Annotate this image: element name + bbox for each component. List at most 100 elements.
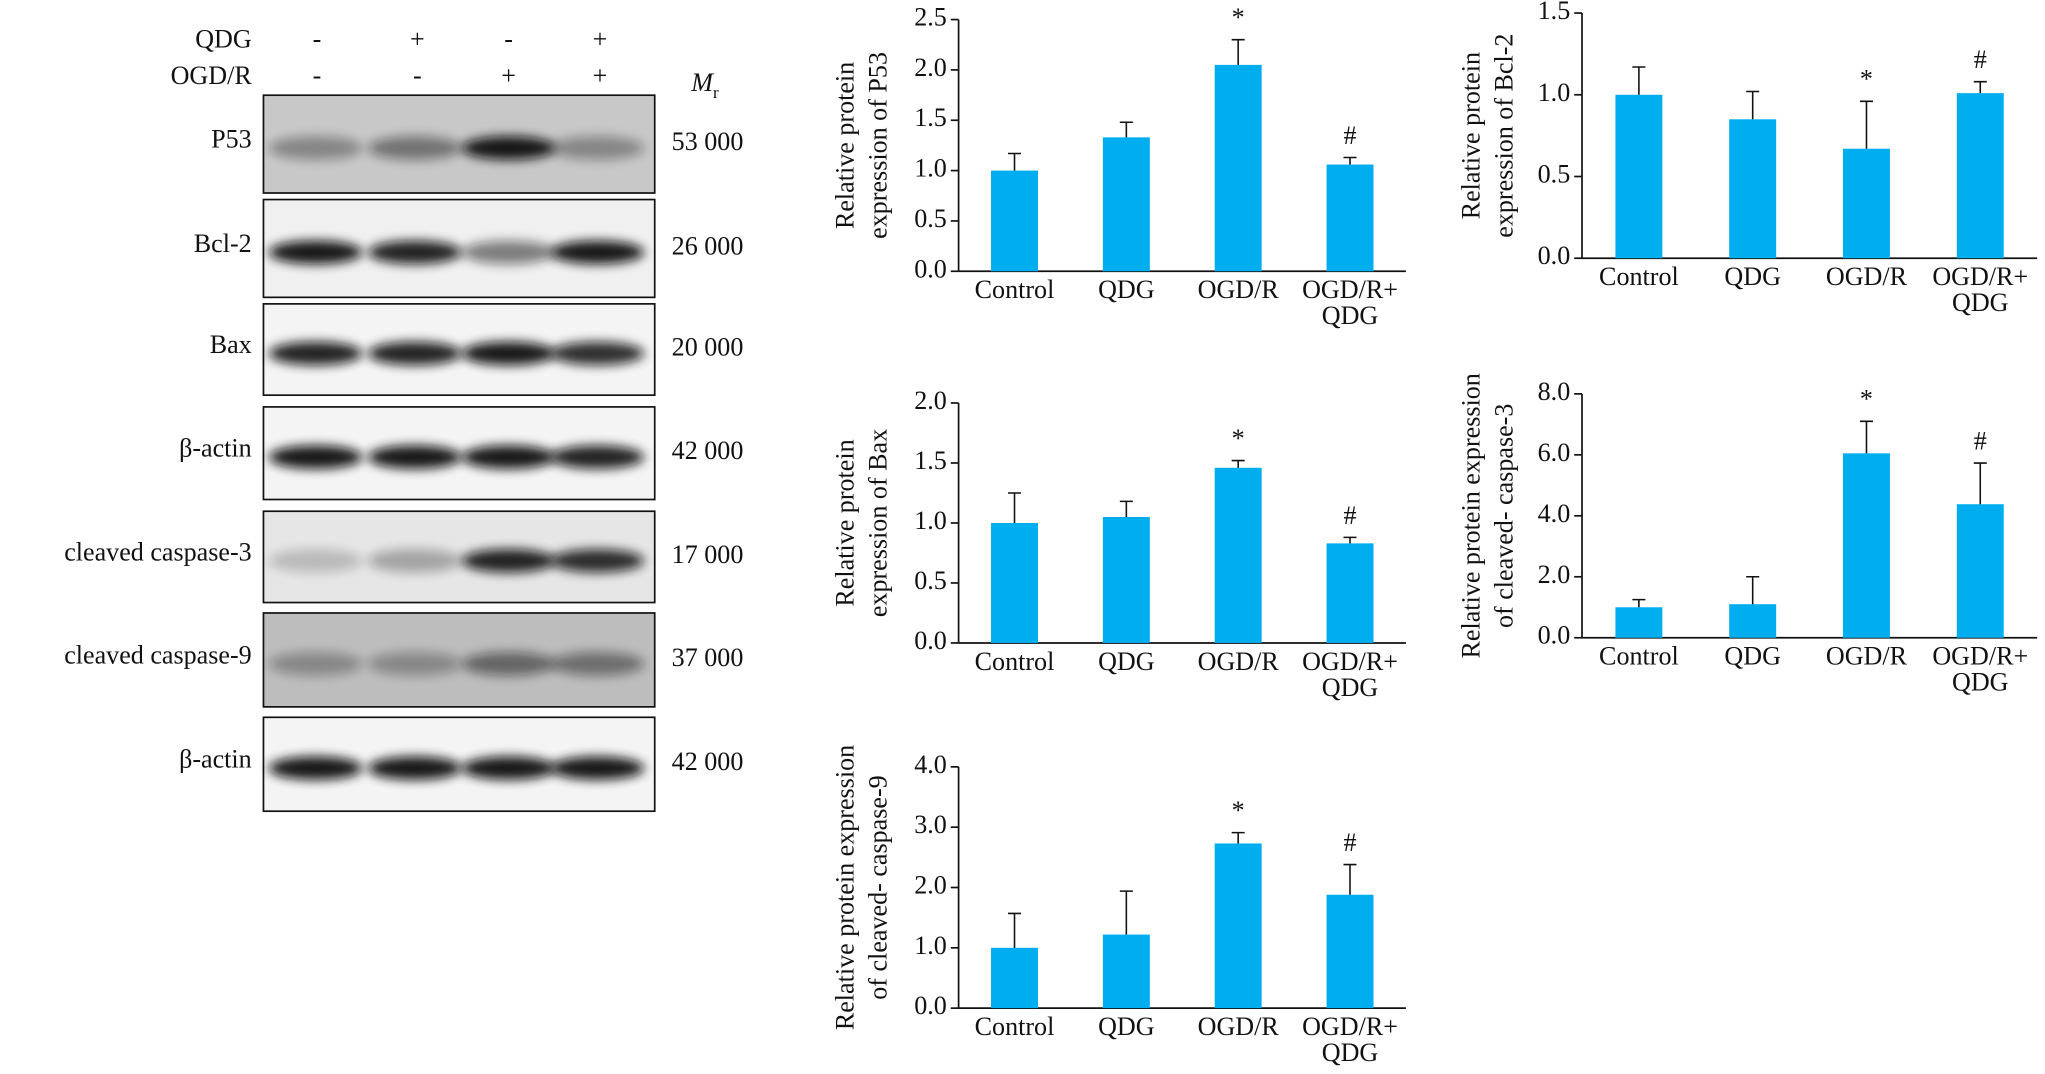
y-tick-label: 2.0 — [1538, 560, 1571, 589]
mr-value: 20 000 — [672, 333, 744, 362]
blot-band — [268, 240, 363, 265]
mr-value: 26 000 — [672, 231, 744, 260]
blot-band — [268, 756, 363, 780]
y-axis-label: of cleaved- caspase-9 — [863, 775, 892, 999]
x-tick-label: OGD/R+ QDG — [1932, 642, 2028, 697]
bar — [1214, 64, 1262, 272]
blot-band — [461, 756, 556, 780]
blot-band — [461, 445, 556, 469]
error-bar — [1231, 459, 1245, 468]
y-tick-label: 2.0 — [914, 870, 947, 899]
y-tick-label: 1.5 — [1538, 0, 1571, 25]
significance-marker: # — [1974, 426, 1987, 455]
x-tick-label: OGD/R+ QDG — [1302, 275, 1398, 330]
significance-marker: # — [1974, 45, 1987, 74]
error-bar — [1343, 156, 1357, 165]
blot-band — [367, 136, 462, 160]
bar — [1102, 516, 1150, 643]
x-tick-label: Control — [1599, 642, 1679, 671]
bar — [1214, 467, 1262, 643]
condition-sign: - — [413, 61, 422, 90]
y-tick-label: 1.5 — [914, 103, 947, 132]
protein-label: cleaved caspase-3 — [64, 537, 252, 566]
error-bar — [1973, 462, 1987, 505]
x-tick-label: OGD/R — [1826, 262, 1908, 291]
x-tick-label: OGD/R+ QDG — [1302, 1012, 1398, 1067]
x-tick-label: OGD/R — [1826, 642, 1908, 671]
y-tick-label: 0.5 — [914, 566, 947, 595]
error-bar — [1632, 66, 1646, 95]
y-tick-label: 1.0 — [1538, 78, 1571, 107]
x-tick-label: QDG — [1098, 647, 1155, 676]
protein-label: β-actin — [179, 434, 252, 463]
y-axis-label: expression of Bax — [863, 429, 892, 617]
bar — [991, 170, 1038, 272]
bar — [1956, 504, 2004, 638]
y-tick-label: 6.0 — [1538, 438, 1571, 467]
condition-sign: - — [504, 25, 513, 54]
significance-marker: * — [1860, 65, 1873, 94]
bar — [1326, 164, 1374, 272]
significance-marker: * — [1232, 3, 1245, 32]
mr-value: 42 000 — [672, 436, 744, 465]
condition-sign: + — [501, 61, 516, 90]
y-tick-label: 3.0 — [914, 810, 947, 839]
mr-label: Mr — [690, 68, 719, 102]
x-tick-label: OGD/R — [1198, 1012, 1280, 1041]
error-bar — [1746, 90, 1760, 120]
y-tick-label: 4.0 — [1538, 499, 1571, 528]
y-tick-label: 8.0 — [1538, 377, 1571, 406]
condition-sign: + — [410, 25, 425, 54]
error-bar — [1859, 420, 1874, 454]
bar — [1102, 137, 1150, 272]
error-bar — [1119, 890, 1133, 935]
blot-band — [550, 240, 645, 265]
error-bar — [1343, 863, 1357, 895]
x-tick-label: QDG — [1724, 642, 1781, 671]
x-tick-label: Control — [975, 275, 1055, 304]
y-tick-label: 2.5 — [914, 3, 947, 32]
y-axis-label: expression of P53 — [863, 52, 892, 239]
bar — [1615, 94, 1663, 259]
y-axis-label: Relative protein — [1457, 52, 1486, 219]
y-tick-label: 0.0 — [914, 626, 947, 655]
y-axis-label: expression of Bcl-2 — [1489, 34, 1518, 238]
significance-marker: # — [1343, 828, 1356, 857]
significance-marker: * — [1232, 796, 1245, 825]
blot-band — [461, 549, 556, 573]
protein-label: Bax — [210, 330, 252, 359]
bar — [1842, 148, 1890, 259]
y-tick-label: 2.0 — [914, 53, 947, 82]
y-tick-label: 0.5 — [914, 204, 947, 233]
blot-band — [461, 341, 556, 366]
y-tick-label: 1.0 — [914, 154, 947, 183]
y-axis-label: Relative protein expression — [1457, 373, 1486, 658]
y-axis-label: Relative protein expression — [831, 745, 860, 1030]
protein-label: cleaved caspase-9 — [64, 640, 252, 669]
blot-band — [550, 652, 645, 676]
x-tick-label: Control — [1599, 262, 1679, 291]
bar — [1326, 894, 1374, 1009]
y-tick-label: 0.0 — [1538, 621, 1571, 650]
x-tick-label: QDG — [1724, 262, 1781, 291]
condition-sign: - — [313, 61, 322, 90]
error-bar — [1632, 598, 1646, 608]
error-bar — [1007, 912, 1022, 948]
error-bar — [1007, 492, 1022, 523]
condition-sign: + — [593, 61, 608, 90]
bar — [1102, 934, 1150, 1009]
protein-label: β-actin — [179, 745, 252, 774]
blot-band — [550, 756, 645, 780]
blot-band — [268, 136, 363, 160]
y-tick-label: 0.5 — [1538, 159, 1571, 188]
x-tick-label: OGD/R+ QDG — [1302, 647, 1398, 702]
x-tick-label: QDG — [1098, 1012, 1155, 1041]
y-axis-label: of cleaved- caspase-3 — [1489, 404, 1518, 628]
bar — [1842, 453, 1890, 638]
y-tick-label: 1.0 — [914, 506, 947, 535]
protein-label: P53 — [211, 124, 252, 153]
blot-band — [550, 341, 645, 366]
blot-band — [367, 240, 462, 265]
mr-value: 17 000 — [672, 540, 744, 569]
blot-band — [550, 136, 645, 160]
